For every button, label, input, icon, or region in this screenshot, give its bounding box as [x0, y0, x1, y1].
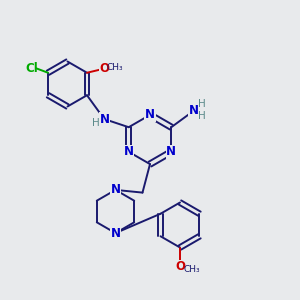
Text: CH₃: CH₃ [183, 265, 200, 274]
Text: H: H [198, 111, 206, 121]
Text: O: O [175, 260, 185, 274]
Text: CH₃: CH₃ [107, 63, 124, 72]
Text: N: N [100, 113, 110, 126]
Text: N: N [145, 108, 155, 122]
Text: N: N [189, 104, 199, 117]
Text: Cl: Cl [25, 62, 38, 75]
Text: H: H [92, 118, 100, 128]
Text: N: N [110, 226, 121, 240]
Text: N: N [124, 145, 134, 158]
Text: N: N [166, 145, 176, 158]
Text: N: N [110, 183, 121, 196]
Text: H: H [198, 99, 206, 109]
Text: O: O [99, 62, 109, 75]
